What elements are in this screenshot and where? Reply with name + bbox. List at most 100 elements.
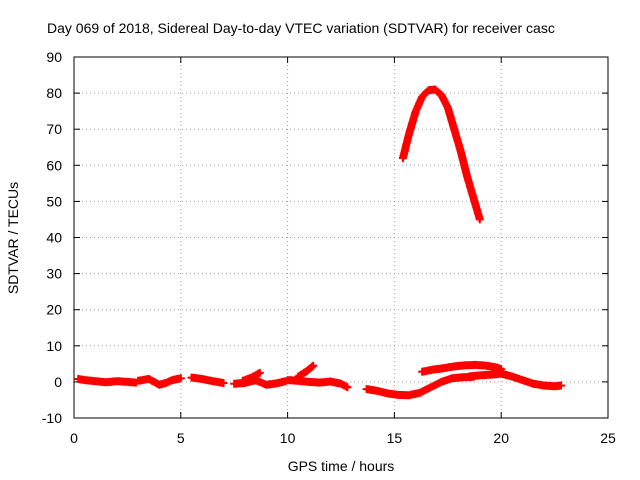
y-tick-label: 30	[46, 266, 62, 282]
data-point	[76, 377, 80, 381]
data-point	[450, 376, 454, 380]
data-point	[433, 87, 437, 91]
data-point	[386, 391, 390, 395]
data-point	[134, 381, 138, 385]
data-point	[446, 106, 450, 110]
y-tick-label: 90	[46, 49, 62, 65]
data-point	[305, 369, 309, 373]
data-point	[136, 379, 140, 383]
y-tick-label: 50	[46, 193, 62, 209]
data-point	[407, 393, 411, 397]
x-tick-label: 10	[280, 430, 296, 446]
series-arc-9	[418, 360, 506, 376]
data-point	[286, 378, 290, 382]
series-arc-1	[74, 375, 140, 387]
data-point	[510, 374, 514, 378]
data-point	[420, 370, 424, 374]
data-point	[467, 374, 471, 378]
data-point	[147, 377, 151, 381]
data-point	[499, 372, 503, 376]
data-point	[397, 393, 401, 397]
data-point	[484, 364, 488, 368]
data-point	[521, 378, 525, 382]
x-axis-label: GPS time / hours	[288, 458, 395, 474]
data-point	[465, 174, 469, 178]
data-point	[222, 381, 226, 385]
data-point	[427, 88, 431, 92]
series-arc-2	[134, 374, 185, 389]
data-point	[83, 378, 87, 382]
data-point	[179, 376, 183, 380]
y-tick-label: 40	[46, 230, 62, 246]
x-tick-label: 25	[600, 430, 616, 446]
data-point	[559, 384, 563, 388]
data-series	[74, 85, 565, 400]
series-arc-11	[398, 85, 484, 224]
data-point	[420, 95, 424, 99]
data-point	[531, 382, 535, 386]
y-tick-label: 10	[46, 338, 62, 354]
data-point	[164, 381, 168, 385]
data-point	[241, 379, 245, 383]
data-point	[478, 373, 482, 377]
data-point	[452, 127, 456, 131]
data-point	[442, 366, 446, 370]
y-tick-label: 70	[46, 121, 62, 137]
series-arc-10	[465, 369, 565, 391]
data-point	[439, 380, 443, 384]
data-point	[452, 364, 456, 368]
y-tick-label: 20	[46, 302, 62, 318]
data-point	[125, 380, 129, 384]
series-arc-5	[238, 368, 264, 385]
series-arc-3	[187, 373, 228, 387]
data-point	[345, 385, 349, 389]
data-point	[365, 387, 369, 391]
x-tick-label: 5	[177, 430, 185, 446]
y-tick-label: 80	[46, 85, 62, 101]
data-point	[471, 196, 475, 200]
x-tick-label: 20	[493, 430, 509, 446]
data-point	[339, 382, 343, 386]
x-tick-label: 15	[387, 430, 403, 446]
series-arc-7	[294, 361, 318, 381]
data-point	[401, 156, 405, 160]
data-point	[296, 374, 300, 378]
axis-ticks: 0 5 10 15 20 25 -10 0 10 20 30 40 50 60 70 80 90	[42, 49, 616, 446]
data-point	[232, 382, 236, 386]
chart-title: Day 069 of 2018, Sidereal Day-to-day VTE…	[47, 20, 555, 36]
data-point	[375, 389, 379, 393]
data-point	[478, 217, 482, 221]
y-axis-label: SDTVAR / TECUs	[5, 182, 21, 294]
data-point	[318, 381, 322, 385]
data-point	[200, 377, 204, 381]
data-point	[328, 380, 332, 384]
data-point	[104, 380, 108, 384]
data-point	[553, 384, 557, 388]
data-point	[414, 109, 418, 113]
data-point	[115, 379, 119, 383]
y-tick-label: -10	[42, 410, 62, 426]
data-point	[157, 383, 161, 387]
data-point	[431, 368, 435, 372]
data-point	[311, 364, 315, 368]
data-point	[418, 391, 422, 395]
data-point	[439, 93, 443, 97]
data-point	[258, 371, 262, 375]
data-point	[93, 379, 97, 383]
data-point	[170, 378, 174, 382]
data-point	[461, 375, 465, 379]
data-point	[474, 363, 478, 367]
y-tick-label: 60	[46, 157, 62, 173]
data-point	[495, 365, 499, 369]
data-point	[249, 376, 253, 380]
series-arc-6	[283, 376, 352, 392]
data-point	[459, 149, 463, 153]
y-tick-label: 0	[54, 374, 62, 390]
data-point	[542, 384, 546, 388]
data-point	[489, 373, 493, 377]
data-point	[307, 380, 311, 384]
data-point	[189, 376, 193, 380]
x-tick-label: 0	[70, 430, 78, 446]
data-point	[407, 131, 411, 135]
